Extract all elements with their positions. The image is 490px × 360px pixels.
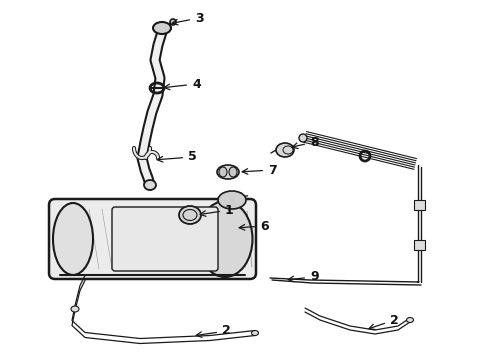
Ellipse shape <box>218 191 246 209</box>
FancyBboxPatch shape <box>112 207 218 271</box>
Ellipse shape <box>71 306 79 312</box>
FancyBboxPatch shape <box>49 199 256 279</box>
Text: 6: 6 <box>239 220 269 233</box>
Ellipse shape <box>170 19 176 25</box>
Ellipse shape <box>276 143 294 157</box>
Ellipse shape <box>144 180 156 190</box>
Ellipse shape <box>217 165 239 179</box>
Text: 2: 2 <box>369 314 399 329</box>
Ellipse shape <box>197 201 252 277</box>
Ellipse shape <box>153 22 171 34</box>
Text: 8: 8 <box>292 135 318 149</box>
Text: 9: 9 <box>288 270 319 284</box>
Text: 1: 1 <box>200 203 234 216</box>
Ellipse shape <box>53 203 93 275</box>
Ellipse shape <box>299 134 307 142</box>
Text: 3: 3 <box>172 12 204 25</box>
Text: 5: 5 <box>157 150 197 163</box>
Ellipse shape <box>229 167 237 177</box>
Text: 4: 4 <box>164 77 201 90</box>
Bar <box>414 240 425 250</box>
Ellipse shape <box>179 206 201 224</box>
Ellipse shape <box>407 318 414 323</box>
Text: 2: 2 <box>196 324 231 338</box>
Text: 7: 7 <box>242 163 277 176</box>
Ellipse shape <box>251 330 259 336</box>
Ellipse shape <box>219 167 227 177</box>
Bar <box>414 200 425 210</box>
